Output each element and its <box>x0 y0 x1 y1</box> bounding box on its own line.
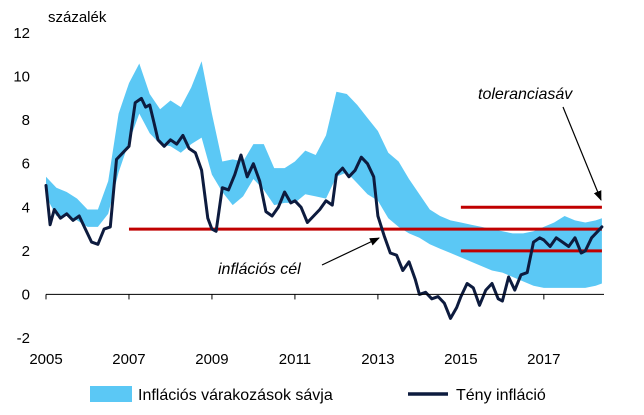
legend-band-swatch <box>90 386 132 402</box>
y-tick-label: -2 <box>17 330 30 347</box>
x-tick-label: 2009 <box>195 351 228 368</box>
tolerance-arrow <box>562 106 602 201</box>
y-axis-label: százalék <box>48 9 107 26</box>
legend-line-label: Tény infláció <box>456 387 546 404</box>
x-tick-label: 2017 <box>527 351 560 368</box>
legend-band-label: Inflációs várakozások sávja <box>138 387 333 404</box>
y-tick-label: 6 <box>22 156 30 173</box>
x-axis-ticks: 2005 2007 2009 2011 2013 2015 2017 <box>29 294 561 368</box>
expectations-band <box>46 61 602 288</box>
y-tick-label: 0 <box>22 286 30 303</box>
x-tick-label: 2007 <box>112 351 145 368</box>
y-tick-label: 2 <box>22 243 30 260</box>
legend: Inflációs várakozások sávja Tény infláci… <box>90 386 546 404</box>
y-tick-label: 10 <box>13 69 30 86</box>
y-tick-label: 12 <box>13 25 30 42</box>
tolerance-band-annotation: toleranciasáv <box>478 86 573 103</box>
y-tick-label: 8 <box>22 112 30 129</box>
x-tick-label: 2013 <box>361 351 394 368</box>
x-tick-label: 2015 <box>444 351 477 368</box>
y-tick-label: 4 <box>22 199 30 216</box>
actual-inflation-line <box>44 96 604 320</box>
target-arrow <box>321 237 380 266</box>
x-tick-label: 2005 <box>29 351 62 368</box>
y-axis-ticks: -2 0 2 4 6 8 10 12 <box>13 25 30 347</box>
x-tick-label: 2011 <box>279 351 311 368</box>
target-annotation: inflációs cél <box>218 261 301 278</box>
